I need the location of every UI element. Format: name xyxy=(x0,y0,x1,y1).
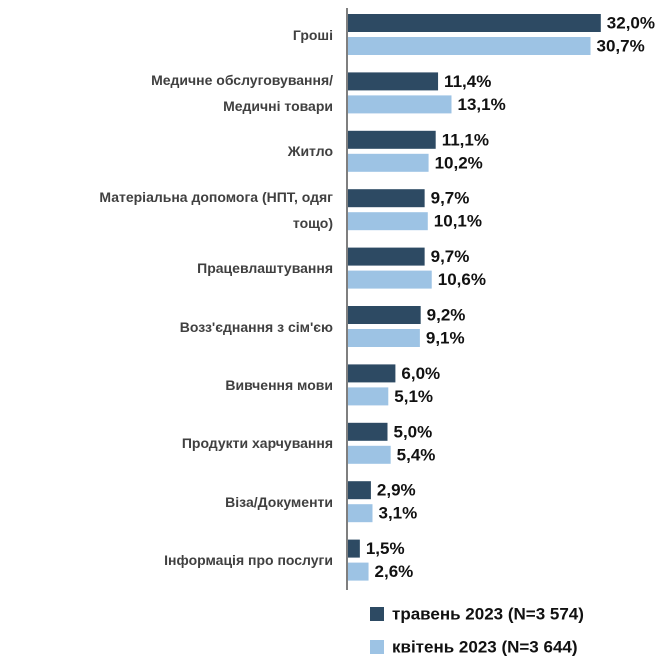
value-label: 10,6% xyxy=(438,270,486,289)
category-label: Медичне обслуговування/ Медичні товари xyxy=(151,71,333,114)
bar xyxy=(348,37,591,55)
value-label: 10,2% xyxy=(435,153,483,172)
value-label: 3,1% xyxy=(378,504,417,523)
bar xyxy=(348,14,601,32)
category-label: Матеріальна допомога (НПТ, одяг тощо) xyxy=(99,188,333,231)
bar xyxy=(348,212,428,231)
legend-label: квітень 2023 (N=3 644) xyxy=(392,637,578,656)
value-label: 6,0% xyxy=(401,364,440,383)
bar xyxy=(348,270,432,289)
value-label: 13,1% xyxy=(457,95,505,114)
category-label: Інформація про послуги xyxy=(164,552,333,569)
value-label: 32,0% xyxy=(607,13,655,32)
bar xyxy=(348,364,396,383)
value-label: 9,7% xyxy=(431,247,470,266)
category-label: Вивчення мови xyxy=(225,376,333,393)
bar xyxy=(348,387,389,406)
bar xyxy=(348,539,360,558)
value-label: 11,1% xyxy=(442,130,489,149)
bar xyxy=(348,445,391,464)
bar xyxy=(348,422,388,441)
bar xyxy=(348,189,425,208)
value-label: 5,1% xyxy=(394,387,433,406)
value-label: 5,0% xyxy=(394,422,433,441)
legend-label: травень 2023 (N=3 574) xyxy=(392,604,584,623)
category-label: Працевлаштування xyxy=(197,260,333,277)
value-label: 2,9% xyxy=(377,481,416,500)
bar xyxy=(348,72,439,91)
bar xyxy=(348,130,436,149)
value-label: 9,2% xyxy=(427,305,466,324)
bar xyxy=(348,95,452,114)
value-label: 5,4% xyxy=(397,445,436,464)
value-label: 1,5% xyxy=(366,539,405,558)
bar xyxy=(348,562,369,581)
category-label: Віза/Документи xyxy=(225,493,333,510)
value-label: 11,4% xyxy=(444,72,491,91)
bar xyxy=(348,306,421,324)
bar xyxy=(348,329,420,347)
bar xyxy=(348,153,429,172)
value-label: 2,6% xyxy=(375,562,414,581)
bar xyxy=(348,481,371,500)
legend-swatch xyxy=(370,607,384,621)
category-label: Возз'єднання з сім'єю xyxy=(179,318,333,335)
category-label: Житло xyxy=(287,143,333,160)
category-label: Гроші xyxy=(292,26,333,43)
category-label: Продукти харчування xyxy=(181,435,333,452)
value-label: 9,1% xyxy=(426,328,465,347)
bar xyxy=(348,504,373,523)
value-label: 30,7% xyxy=(597,36,645,55)
legend-swatch xyxy=(370,640,384,654)
value-label: 9,7% xyxy=(431,189,470,208)
bar xyxy=(348,247,425,266)
value-label: 10,1% xyxy=(434,212,482,231)
